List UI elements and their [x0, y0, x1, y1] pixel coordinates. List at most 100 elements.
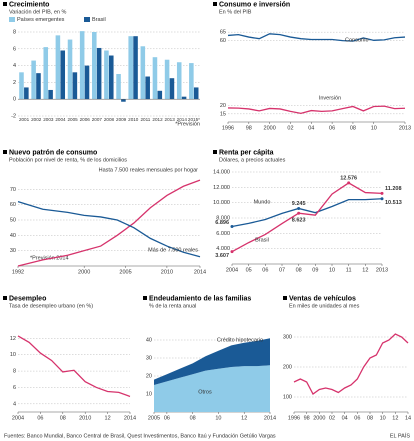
x-tick-label: 06: [164, 415, 170, 421]
x-tick-label: 08: [367, 415, 373, 421]
panel-title: Desempleo: [9, 295, 46, 302]
bar: [109, 55, 114, 100]
bar: [181, 96, 187, 100]
y-tick-label: 15: [220, 111, 226, 117]
panel-subtitle: % de la renta anual: [149, 303, 196, 309]
series-label: Mundo: [254, 199, 271, 205]
panel-title: Ventas de vehículos: [289, 295, 356, 302]
note: *Previsión: [175, 121, 200, 127]
x-tick-label: 2007: [92, 117, 103, 122]
x-tick-label: 06: [329, 125, 335, 131]
point: [380, 191, 384, 195]
x-tick-label: 2014: [194, 269, 206, 275]
panel-subtitle: Población por nivel de renta, % de los d…: [9, 157, 127, 163]
x-tick-label: 98: [304, 415, 310, 421]
bar: [79, 31, 85, 100]
point: [230, 224, 234, 228]
series-label: Crédito hipotecario: [217, 337, 263, 343]
y-tick-label: 8: [13, 29, 16, 35]
value-label: 9.245: [292, 201, 306, 207]
x-tick-label: 10: [380, 415, 386, 421]
line: [231, 182, 383, 253]
x-tick-label: 04: [342, 415, 348, 421]
x-tick-label: 2010: [79, 415, 91, 421]
y-tick-label: 40: [10, 233, 16, 239]
x-tick-label: 06: [37, 415, 43, 421]
point: [230, 250, 234, 254]
y-tick-label: 10.000: [213, 200, 230, 206]
x-tick-label: 10: [329, 267, 335, 273]
y-tick-label: 300: [283, 334, 292, 340]
bar: [67, 39, 73, 100]
value-label: 6.896: [215, 220, 229, 226]
line: [293, 333, 409, 395]
area: [154, 338, 270, 385]
x-tick-label: 1996: [288, 415, 300, 421]
x-tick-label: 98: [246, 125, 252, 131]
x-tick-label: 2013: [376, 267, 388, 273]
bar: [164, 59, 170, 100]
x-tick-label: 2012: [152, 117, 163, 122]
panel-subtitle: En miles de unidades al mes: [289, 303, 360, 309]
x-tick-label: 14: [405, 415, 411, 421]
bar: [92, 32, 97, 100]
title-marker: [3, 296, 7, 300]
bar: [145, 76, 150, 100]
x-tick-label: 2008: [104, 117, 115, 122]
bar: [176, 62, 182, 100]
panel-subtitle: Variación del PIB, en %: [9, 9, 66, 15]
y-tick-label: 6: [13, 385, 16, 391]
x-tick-label: 1992: [12, 269, 24, 275]
x-tick-label: 05: [246, 267, 252, 273]
x-tick-label: 2009: [116, 117, 127, 122]
value-label: 3.607: [215, 253, 229, 259]
series-label: Consumo: [345, 37, 369, 43]
credit: EL PAÍS: [390, 432, 411, 439]
x-tick-label: 2000: [78, 269, 90, 275]
area: [154, 365, 270, 412]
legend-label: Brasil: [92, 17, 106, 23]
bar: [128, 36, 133, 100]
bar: [43, 47, 49, 100]
y-tick-label: 60: [220, 38, 226, 44]
bar: [24, 87, 29, 100]
point: [347, 181, 351, 185]
line: [227, 105, 406, 115]
x-tick-label: 2003: [43, 117, 54, 122]
x-tick-label: 2001: [19, 117, 30, 122]
y-tick-label: 8.000: [216, 215, 230, 221]
x-tick-label: 1996: [222, 125, 234, 131]
line: [17, 335, 131, 398]
bar: [36, 73, 41, 100]
y-tick-label: 10: [10, 352, 16, 358]
legend-swatch: [9, 17, 15, 22]
point: [297, 206, 301, 210]
title-marker: [143, 296, 147, 300]
bar: [72, 72, 78, 100]
value-label: 8.623: [292, 218, 306, 224]
y-tick-label: -2: [11, 113, 16, 119]
x-tick-label: 02: [287, 125, 293, 131]
x-tick-label: 2005: [67, 117, 78, 122]
panel-title: Consumo e inversión: [219, 1, 290, 8]
panel-subtitle: Dólares, a precios actuales: [219, 157, 286, 163]
y-tick-label: 30: [10, 248, 16, 254]
bar: [193, 87, 199, 100]
bar: [140, 46, 146, 100]
legend-swatch: [84, 17, 90, 22]
x-tick-label: 07: [279, 267, 285, 273]
bar: [157, 90, 163, 100]
panel-title: Renta per cápita: [219, 149, 274, 156]
bar: [48, 89, 53, 100]
panel-title: Nuevo patrón de consumo: [9, 149, 97, 156]
y-tick-label: 70: [10, 187, 16, 193]
x-tick-label: 12: [105, 415, 111, 421]
y-tick-label: 0: [13, 97, 16, 103]
panel-title: Crecimiento: [9, 1, 49, 8]
x-tick-label: 08: [296, 267, 302, 273]
y-tick-label: 12: [10, 336, 16, 342]
x-tick-label: 08: [60, 415, 66, 421]
panel-subtitle: En % del PIB: [219, 9, 252, 15]
y-tick-label: 8: [13, 369, 16, 375]
